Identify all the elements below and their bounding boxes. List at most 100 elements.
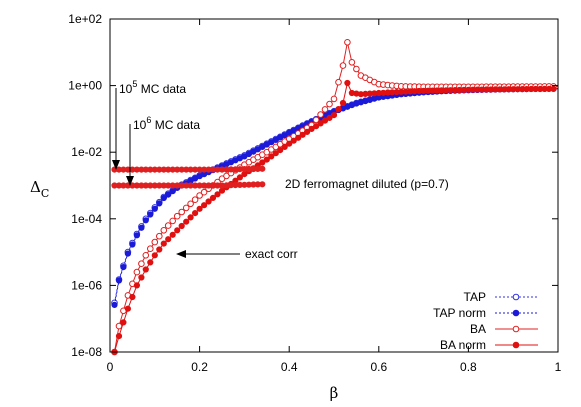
series-point bbox=[317, 111, 324, 118]
x-tick-label: 0.4 bbox=[281, 360, 298, 374]
series-point bbox=[335, 106, 342, 113]
series-point bbox=[151, 252, 158, 259]
series-point bbox=[353, 65, 360, 73]
series-point bbox=[133, 268, 141, 276]
x-tick-label: 0.8 bbox=[460, 360, 477, 374]
annotation-mc5-arrowhead bbox=[112, 160, 120, 170]
legend: TAP TAP norm BA BA norm bbox=[433, 290, 538, 352]
series-5 bbox=[111, 181, 266, 189]
series-point bbox=[321, 117, 329, 124]
series-point bbox=[160, 194, 167, 202]
series-layer bbox=[111, 39, 559, 356]
series-point bbox=[259, 159, 266, 166]
series-point bbox=[290, 137, 297, 144]
series-point bbox=[326, 100, 333, 108]
annotation-mc6: 106 MC data bbox=[126, 115, 200, 186]
series-point bbox=[124, 305, 132, 312]
legend-label: BA bbox=[470, 322, 486, 336]
annotation-exact-corr: exact corr bbox=[176, 247, 298, 261]
series-2 bbox=[111, 39, 559, 356]
series-point bbox=[138, 260, 145, 268]
series-point bbox=[156, 246, 163, 253]
series-point bbox=[147, 245, 154, 252]
legend-label: TAP norm bbox=[433, 306, 486, 320]
series-point bbox=[187, 214, 194, 221]
series-point bbox=[151, 205, 158, 212]
series-point bbox=[174, 227, 181, 234]
series-point bbox=[138, 224, 145, 231]
x-tick-label: 0 bbox=[107, 360, 114, 374]
series-point bbox=[192, 210, 199, 217]
series-point bbox=[160, 240, 167, 247]
y-axis-title: ΔC bbox=[30, 178, 49, 200]
series-point bbox=[120, 319, 127, 326]
series-point bbox=[156, 232, 163, 240]
ticks-layer: 0 0.2 0.4 0.6 0.8 1 1e-08 1e-06 1e-04 1e-02 1e+00 1… bbox=[68, 12, 561, 374]
series-point bbox=[120, 264, 127, 271]
series-point bbox=[124, 250, 132, 257]
series-point bbox=[173, 212, 181, 220]
series-point bbox=[165, 191, 172, 198]
series-point bbox=[115, 277, 123, 284]
series-point bbox=[142, 252, 150, 259]
series-point bbox=[196, 205, 203, 212]
series-point bbox=[550, 85, 557, 93]
series-point bbox=[281, 143, 288, 150]
series-point bbox=[218, 187, 226, 194]
series-point bbox=[169, 231, 176, 238]
y-tick-label: 1e-02 bbox=[71, 145, 102, 159]
y-tick-label: 1e-04 bbox=[71, 212, 102, 226]
series-point bbox=[111, 301, 118, 308]
series-point bbox=[317, 120, 324, 127]
series-point bbox=[263, 156, 270, 163]
series-point bbox=[178, 208, 185, 216]
series-point bbox=[115, 333, 123, 340]
series-point bbox=[201, 202, 208, 209]
series-point bbox=[129, 241, 136, 248]
series-point bbox=[164, 222, 172, 229]
series-point bbox=[178, 222, 185, 230]
series-point bbox=[187, 200, 194, 208]
annotation-mc5-label: 105 MC data bbox=[119, 79, 186, 96]
series-point bbox=[209, 194, 217, 201]
series-point bbox=[330, 95, 338, 103]
series-point bbox=[151, 238, 159, 246]
annotation-exact-label: exact corr bbox=[245, 247, 298, 261]
series-point bbox=[156, 200, 163, 207]
annotation-2d-ferromagnet: 2D ferromagnet diluted (p=0.7) bbox=[285, 177, 449, 191]
series-point bbox=[335, 78, 342, 86]
series-4 bbox=[111, 165, 266, 173]
legend-marker bbox=[512, 325, 520, 333]
series-point bbox=[183, 218, 190, 225]
series-point bbox=[344, 39, 351, 46]
series-point bbox=[313, 123, 320, 130]
x-tick-label: 0.6 bbox=[370, 360, 387, 374]
series-point bbox=[214, 191, 221, 198]
series-point bbox=[272, 150, 279, 157]
series-point bbox=[286, 140, 293, 147]
series-point bbox=[295, 134, 302, 141]
legend-label: BA norm bbox=[440, 338, 486, 352]
series-point bbox=[147, 211, 154, 218]
series-point bbox=[321, 106, 329, 113]
x-axis-title: β bbox=[330, 384, 339, 402]
legend-marker bbox=[512, 309, 520, 317]
series-point bbox=[205, 198, 212, 205]
series-point bbox=[169, 217, 176, 225]
series-point bbox=[268, 153, 275, 160]
x-tick-label: 1 bbox=[555, 360, 562, 374]
series-point bbox=[330, 112, 338, 119]
series-point bbox=[339, 62, 347, 69]
series-point bbox=[200, 188, 208, 196]
series-point bbox=[133, 232, 140, 239]
series-point bbox=[129, 293, 136, 301]
series-point bbox=[259, 181, 266, 188]
annotation-mc5: 105 MC data bbox=[112, 79, 186, 170]
annotation-exact-arrowhead bbox=[176, 250, 186, 258]
series-point bbox=[165, 236, 172, 243]
series-point bbox=[326, 114, 333, 122]
y-tick-label: 1e-08 bbox=[71, 345, 102, 359]
series-point bbox=[339, 99, 347, 107]
